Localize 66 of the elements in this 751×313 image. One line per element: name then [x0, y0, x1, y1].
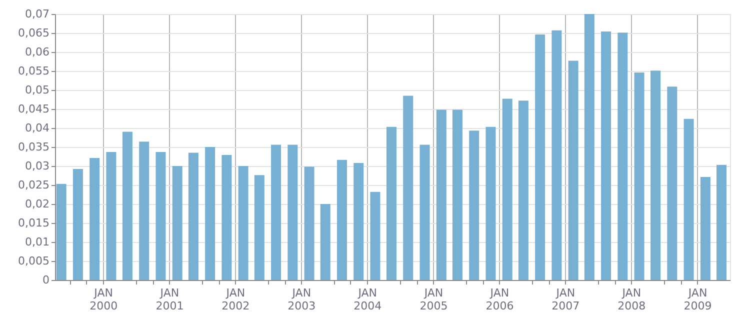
bar: [188, 152, 198, 280]
bar: [106, 152, 116, 280]
bar: [386, 126, 397, 280]
bar: [72, 169, 83, 280]
bar: [156, 152, 166, 280]
bar: [403, 96, 414, 280]
bar: [469, 130, 480, 280]
bar: [254, 175, 264, 280]
bar: [716, 164, 727, 280]
bar: [238, 166, 248, 280]
x-tick-label: JAN 2006: [486, 286, 514, 312]
x-tick-label: JAN 2000: [90, 286, 118, 312]
x-tick-label: JAN 2008: [618, 286, 646, 312]
x-tick-label: JAN 2004: [354, 286, 382, 312]
bar: [304, 166, 314, 280]
bar: [535, 34, 546, 280]
bar: [552, 30, 562, 280]
bar: [650, 70, 661, 280]
bar: [518, 100, 528, 280]
bar: [634, 72, 644, 280]
x-tick-label: JAN 2007: [552, 286, 580, 312]
y-tick-label: 0,06: [25, 46, 50, 58]
x-tick-label: JAN 2005: [420, 286, 448, 312]
bar: [354, 162, 364, 280]
y-tick-label: 0,035: [18, 140, 50, 154]
y-tick-label: 0,045: [18, 102, 50, 116]
bar: [700, 177, 710, 280]
y-tick-label: 0: [42, 274, 50, 286]
bar: [684, 118, 694, 280]
bar: [420, 144, 430, 280]
y-tick-label: 0,005: [18, 254, 50, 268]
bar: [56, 184, 66, 280]
bar: [667, 86, 678, 280]
y-tick-label: 0,03: [25, 160, 50, 172]
bar: [618, 32, 628, 280]
y-tick-label: 0,055: [18, 64, 50, 78]
bar: [601, 31, 612, 280]
bar: [122, 132, 132, 280]
bar: [222, 154, 232, 280]
bar: [436, 110, 446, 280]
y-tick-label: 0,01: [25, 236, 50, 248]
bar: [320, 204, 330, 280]
bar: [502, 98, 512, 280]
x-tick-label: JAN 2003: [288, 286, 316, 312]
x-tick-label: JAN 2009: [684, 286, 712, 312]
bar: [584, 14, 594, 280]
bar: [568, 60, 578, 280]
bar: [172, 166, 182, 280]
y-tick-label: 0,02: [25, 198, 50, 210]
y-tick-label: 0,015: [18, 216, 50, 230]
bar: [90, 158, 100, 280]
y-tick-label: 0,065: [18, 26, 50, 40]
y-tick-label: 0,025: [18, 178, 50, 192]
y-tick-label: 0,04: [25, 122, 50, 134]
bar: [205, 147, 216, 280]
bar: [370, 192, 380, 280]
y-tick-label: 0,05: [25, 84, 50, 96]
bar: [336, 160, 347, 280]
x-tick-label: JAN 2001: [156, 286, 184, 312]
bar: [271, 144, 282, 280]
bar: [139, 142, 150, 280]
y-tick-label: 0,07: [25, 8, 50, 20]
bar: [288, 144, 298, 280]
bar: [486, 126, 496, 280]
bar: [452, 110, 462, 280]
x-tick-label: JAN 2002: [222, 286, 250, 312]
